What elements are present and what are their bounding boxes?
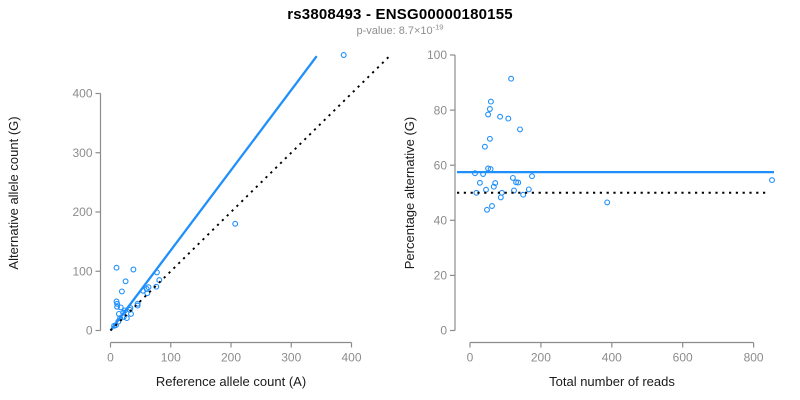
x-tick-label: 100 — [161, 351, 181, 365]
data-point — [497, 113, 504, 120]
x-tick-label: 600 — [673, 351, 693, 365]
y-tick-label: 200 — [72, 205, 92, 219]
data-point — [486, 135, 493, 142]
data-point — [114, 300, 121, 307]
y-axis-title: Alternative allele count (G) — [6, 116, 21, 269]
data-point — [130, 266, 137, 273]
y-tick-label: 80 — [434, 103, 448, 117]
data-point — [515, 179, 522, 186]
data-point — [481, 143, 488, 150]
x-tick-label: 0 — [107, 351, 114, 365]
x-tick-label: 400 — [341, 351, 361, 365]
scatter-plot-percentage-vs-reads: 0 20 40 60 80 100 0 200 400 600 800 Total number of… — [402, 48, 775, 389]
data-point — [340, 52, 347, 58]
scatter-plot-allele-counts: 0 100 200 300 400 0 100 200 300 400 Reference alle… — [6, 52, 391, 389]
data-point — [476, 179, 483, 186]
data-point — [497, 194, 504, 201]
data-point — [511, 187, 517, 194]
y-tick-label: 60 — [434, 158, 448, 172]
y-tick-label: 100 — [427, 48, 447, 62]
data-point — [498, 189, 505, 196]
data-point — [520, 191, 527, 198]
y-tick-label: 100 — [72, 264, 92, 278]
data-point — [485, 165, 492, 172]
data-point — [604, 199, 611, 206]
data-point — [487, 98, 494, 105]
data-point — [525, 186, 532, 193]
data-point — [114, 303, 121, 310]
y-tick-label: 0 — [440, 324, 447, 338]
x-tick-label: 400 — [602, 351, 622, 365]
data-point — [517, 126, 523, 133]
plot-title: rs3808493 - ENSG00000180155 — [287, 6, 513, 23]
data-point — [117, 304, 124, 311]
identity-line — [109, 55, 391, 332]
data-point — [490, 183, 497, 190]
data-point — [134, 300, 141, 307]
x-axis-title: Reference allele count (A) — [156, 374, 306, 389]
data-point — [118, 288, 125, 295]
data-point — [529, 173, 535, 180]
y-tick-label: 300 — [72, 146, 92, 160]
y-tick-label: 40 — [434, 214, 448, 228]
data-point — [489, 203, 495, 209]
data-point — [145, 284, 152, 291]
data-point — [769, 177, 775, 184]
data-point — [122, 278, 129, 285]
y-axis-title: Percentage alternative (G) — [402, 117, 417, 269]
data-point — [486, 106, 493, 112]
data-point — [509, 174, 516, 181]
pvalue-exponent: -19 — [432, 22, 444, 32]
x-tick-label: 300 — [281, 351, 301, 365]
plot-subtitle: p-value: 8.7×10-19 — [0, 22, 800, 37]
data-point — [232, 220, 239, 227]
data-point — [485, 111, 492, 118]
y-tick-label: 400 — [72, 87, 92, 101]
x-tick-label: 800 — [744, 351, 764, 365]
data-point — [483, 186, 489, 193]
data-point — [484, 206, 490, 213]
data-point — [492, 180, 499, 187]
data-point — [513, 179, 520, 186]
data-point — [123, 315, 130, 322]
data-point — [508, 75, 515, 82]
x-axis-title: Total number of reads — [549, 374, 675, 389]
data-point — [144, 290, 151, 297]
data-point — [505, 115, 512, 122]
x-tick-label: 200 — [221, 351, 241, 365]
pvalue-text: p-value: 8.7×10 — [356, 25, 433, 37]
x-tick-label: 200 — [531, 351, 551, 365]
fit-line — [109, 55, 318, 332]
x-tick-label: 0 — [467, 351, 474, 365]
data-point — [113, 264, 120, 271]
y-tick-label: 0 — [86, 324, 93, 338]
y-tick-label: 20 — [434, 269, 448, 283]
